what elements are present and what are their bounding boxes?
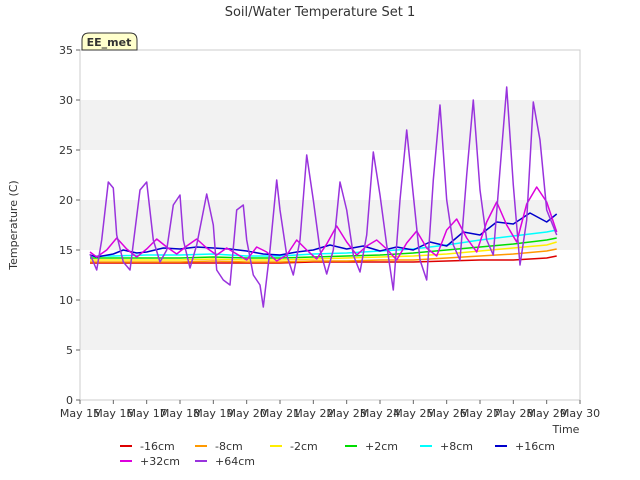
y-tick-label: 25 [59,144,73,157]
x-tick-label: May 30 [560,407,600,420]
badge-label: EE_met [87,36,132,49]
y-axis: 0 5 10 15 20 25 30 35 [59,44,80,407]
x-tick-label: May 16 [93,407,133,420]
x-tick-label: May 28 [493,407,533,420]
legend-label: +8cm [440,440,473,453]
y-tick-label: 35 [59,44,73,57]
chart-title: Soil/Water Temperature Set 1 [225,5,416,20]
x-tick-label: May 29 [527,407,567,420]
y-tick-label: 10 [59,294,73,307]
x-tick-label: May 26 [427,407,467,420]
x-tick-label: May 20 [227,407,267,420]
legend-label: +32cm [140,455,180,468]
legend-label: -16cm [140,440,175,453]
x-tick-label: May 25 [393,407,433,420]
x-tick-label: May 21 [260,407,300,420]
legend-label: +2cm [365,440,398,453]
y-axis-label: Temperature (C) [7,180,20,270]
badge: EE_met [81,32,138,51]
legend-label: +64cm [215,455,255,468]
x-tick-label: May 23 [327,407,367,420]
x-axis-label: Time [552,423,580,436]
y-tick-label: 15 [59,244,73,257]
legend-label: +16cm [515,440,555,453]
grid-band [80,200,580,250]
y-tick-label: 0 [66,394,73,407]
grid-band [80,100,580,150]
y-tick-label: 20 [59,194,73,207]
x-tick-label: May 24 [360,407,400,420]
x-tick-label: May 15 [60,407,100,420]
series-line-32cm [89,186,558,262]
x-tick-label: May 22 [293,407,333,420]
plot-area [79,49,581,401]
legend-label: -2cm [290,440,318,453]
series-lines [89,86,558,308]
legend-label: -8cm [215,440,243,453]
x-tick-label: May 19 [193,407,233,420]
series-line-64cm [89,86,558,308]
x-tick-label: May 27 [460,407,500,420]
series-line-2cm [90,241,557,261]
x-tick-label: May 17 [127,407,167,420]
series-line-2cm [90,237,557,259]
legend: -16cm -8cm -2cm +2cm +8cm +16cm +32cm +64cm [120,440,555,468]
y-tick-label: 5 [66,344,73,357]
grid-band [80,300,580,350]
x-tick-label: May 18 [160,407,200,420]
grid-bands [80,100,580,350]
y-tick-label: 30 [59,94,73,107]
series-line-16cm [89,212,558,258]
